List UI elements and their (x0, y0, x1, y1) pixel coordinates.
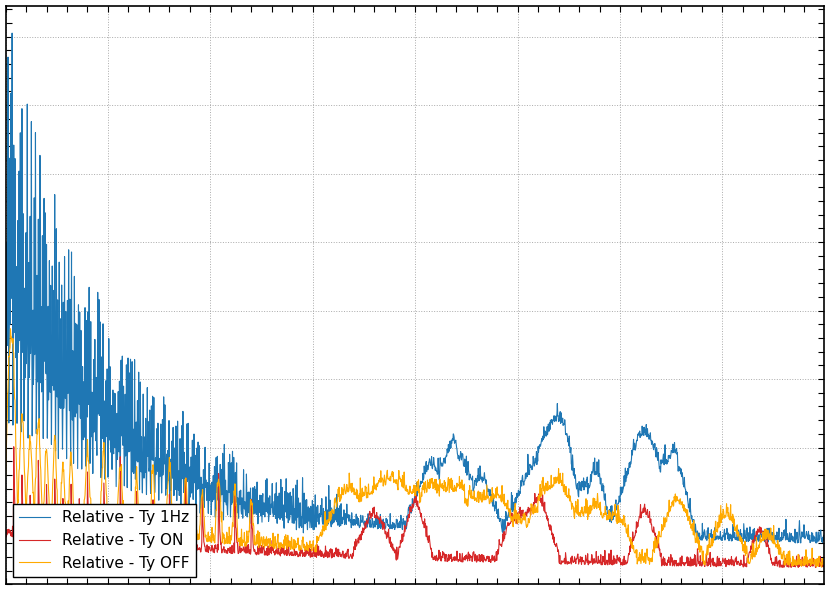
Relative - Ty ON (796, 559, 806, 566)
Relative - Ty OFF (819, 560, 829, 568)
Relative - Ty ON (646, 516, 656, 523)
Relative - Ty 1Hz (7, 30, 17, 37)
Relative - Ty OFF (399, 468, 409, 476)
Relative - Ty ON (1, 529, 11, 536)
Relative - Ty 1Hz (796, 539, 806, 546)
Relative - Ty 1Hz (797, 535, 807, 542)
Relative - Ty 1Hz (646, 437, 656, 444)
Relative - Ty ON (378, 523, 388, 530)
Relative - Ty 1Hz (399, 521, 409, 528)
Relative - Ty ON (786, 564, 796, 571)
Relative - Ty 1Hz (796, 535, 806, 542)
Relative - Ty OFF (1, 474, 11, 481)
Relative - Ty OFF (796, 562, 806, 569)
Relative - Ty ON (819, 560, 829, 567)
Relative - Ty ON (399, 529, 409, 536)
Relative - Ty ON (9, 443, 19, 450)
Legend: Relative - Ty 1Hz, Relative - Ty ON, Relative - Ty OFF: Relative - Ty 1Hz, Relative - Ty ON, Rel… (13, 504, 196, 577)
Relative - Ty 1Hz (43, 392, 53, 399)
Relative - Ty ON (43, 521, 53, 528)
Line: Relative - Ty 1Hz: Relative - Ty 1Hz (6, 33, 824, 543)
Relative - Ty 1Hz (1, 404, 11, 411)
Relative - Ty OFF (6, 325, 16, 332)
Relative - Ty ON (797, 562, 807, 569)
Relative - Ty OFF (796, 556, 806, 563)
Relative - Ty 1Hz (378, 523, 388, 530)
Relative - Ty OFF (43, 468, 53, 475)
Relative - Ty 1Hz (819, 539, 829, 546)
Relative - Ty OFF (817, 563, 827, 571)
Line: Relative - Ty ON: Relative - Ty ON (6, 447, 824, 568)
Relative - Ty OFF (646, 555, 656, 562)
Line: Relative - Ty OFF: Relative - Ty OFF (6, 329, 824, 567)
Relative - Ty OFF (378, 474, 388, 481)
